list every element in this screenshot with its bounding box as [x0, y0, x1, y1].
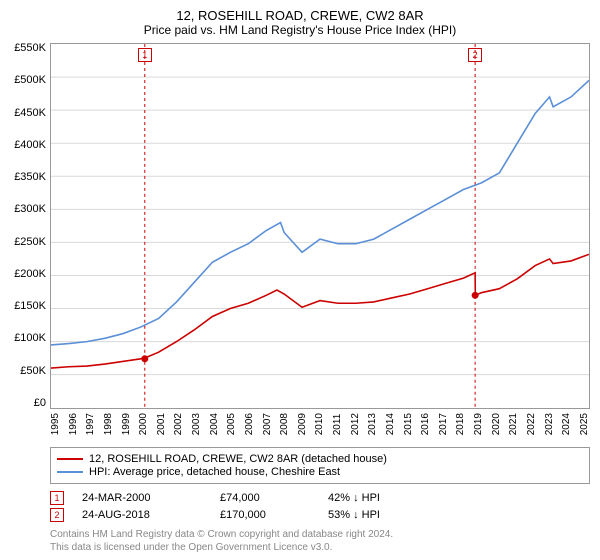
sale-date: 24-AUG-2018 [82, 509, 202, 521]
y-tick: £300K [10, 204, 46, 215]
x-tick: 2009 [297, 413, 308, 435]
x-tick: 1996 [68, 413, 79, 435]
y-tick: £100K [10, 333, 46, 344]
x-tick: 2003 [191, 413, 202, 435]
x-tick: 2022 [526, 413, 537, 435]
y-tick: £0 [10, 398, 46, 409]
y-tick: £350K [10, 172, 46, 183]
legend-label: 12, ROSEHILL ROAD, CREWE, CW2 8AR (detac… [89, 453, 387, 465]
x-tick: 2025 [579, 413, 590, 435]
sale-price: £170,000 [220, 509, 310, 521]
x-tick: 2017 [438, 413, 449, 435]
y-tick: £150K [10, 301, 46, 312]
sale-row: 2 24-AUG-2018 £170,000 53% ↓ HPI [50, 508, 590, 522]
x-tick: 2000 [138, 413, 149, 435]
x-tick: 2004 [209, 413, 220, 435]
x-tick: 2021 [508, 413, 519, 435]
x-tick: 2016 [420, 413, 431, 435]
x-tick: 2023 [544, 413, 555, 435]
legend-label: HPI: Average price, detached house, Ches… [89, 466, 340, 478]
footer-line-2: This data is licensed under the Open Gov… [50, 542, 590, 555]
x-tick: 1997 [85, 413, 96, 435]
x-tick: 2006 [244, 413, 255, 435]
x-tick: 2020 [491, 413, 502, 435]
x-tick: 2011 [332, 413, 343, 435]
chart-subtitle: Price paid vs. HM Land Registry's House … [10, 23, 590, 37]
sale-delta: 42% ↓ HPI [328, 492, 380, 504]
legend: 12, ROSEHILL ROAD, CREWE, CW2 8AR (detac… [50, 447, 590, 484]
x-tick: 2019 [473, 413, 484, 435]
x-tick: 2014 [385, 413, 396, 435]
x-tick: 2012 [350, 413, 361, 435]
sale-date: 24-MAR-2000 [82, 492, 202, 504]
legend-swatch [57, 471, 83, 473]
y-tick: £250K [10, 237, 46, 248]
x-tick: 2018 [455, 413, 466, 435]
x-tick: 2008 [279, 413, 290, 435]
sale-marker: 2 [50, 508, 64, 522]
y-tick: £200K [10, 269, 46, 280]
x-tick: 2010 [314, 413, 325, 435]
plot: 12 [50, 43, 590, 409]
x-axis: 1995 1996 1997 1998 1999 2000 2001 2002 2003 2004… [50, 409, 590, 441]
x-tick: 2005 [226, 413, 237, 435]
sale-row: 1 24-MAR-2000 £74,000 42% ↓ HPI [50, 491, 590, 505]
legend-row: 12, ROSEHILL ROAD, CREWE, CW2 8AR (detac… [57, 453, 583, 465]
y-tick: £550K [10, 43, 46, 54]
legend-row: HPI: Average price, detached house, Ches… [57, 466, 583, 478]
sale-delta: 53% ↓ HPI [328, 509, 380, 521]
sale-price: £74,000 [220, 492, 310, 504]
y-tick: £400K [10, 140, 46, 151]
y-tick: £500K [10, 75, 46, 86]
sale-marker: 1 [50, 491, 64, 505]
y-tick: £450K [10, 108, 46, 119]
x-tick: 1999 [121, 413, 132, 435]
legend-swatch [57, 458, 83, 460]
y-axis: £550K £500K £450K £400K £350K £300K £250K £200K… [10, 43, 50, 409]
x-tick: 2013 [367, 413, 378, 435]
x-tick: 2002 [173, 413, 184, 435]
x-tick: 2024 [561, 413, 572, 435]
footer: Contains HM Land Registry data © Crown c… [50, 529, 590, 554]
x-tick: 1998 [103, 413, 114, 435]
sales-table: 1 24-MAR-2000 £74,000 42% ↓ HPI 2 24-AUG-2018… [10, 488, 590, 525]
x-tick: 2001 [156, 413, 167, 435]
x-tick: 2007 [262, 413, 273, 435]
chart-area: £550K £500K £450K £400K £350K £300K £250K £200K… [10, 43, 590, 409]
chart-title: 12, ROSEHILL ROAD, CREWE, CW2 8AR [10, 8, 590, 23]
footer-line-1: Contains HM Land Registry data © Crown c… [50, 529, 590, 542]
x-tick: 2015 [403, 413, 414, 435]
y-tick: £50K [10, 366, 46, 377]
x-tick: 1995 [50, 413, 61, 435]
